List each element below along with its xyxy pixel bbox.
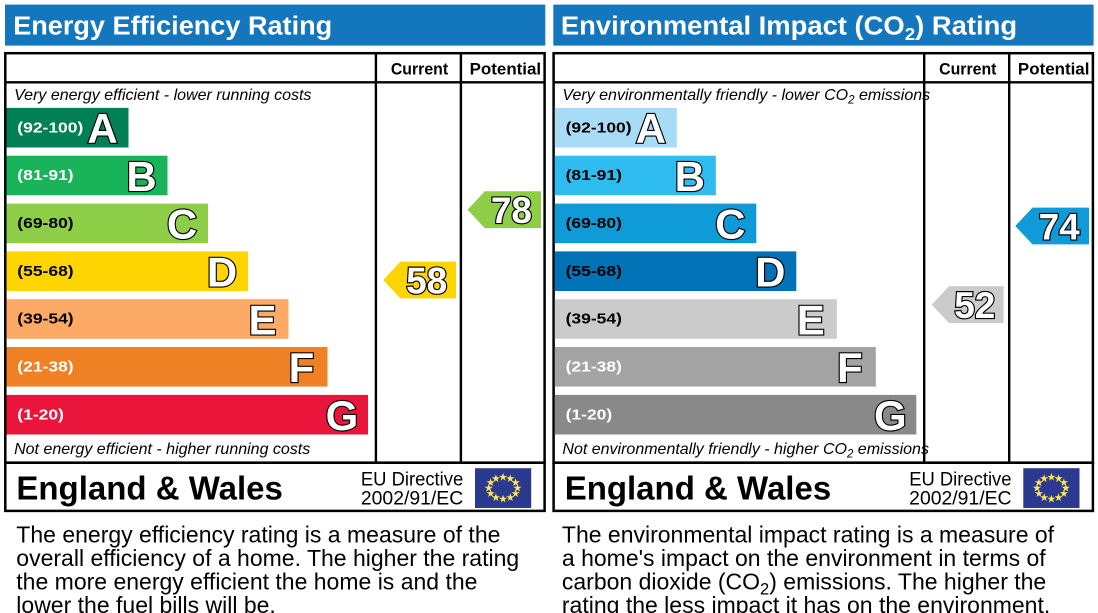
svg-text:rating the less impact it has: rating the less impact it has on the env…: [562, 592, 1050, 613]
svg-text:carbon dioxide (CO2) emissions: carbon dioxide (CO2) emissions. The high…: [562, 568, 1046, 598]
svg-text:The environmental impact ratin: The environmental impact rating is a mea…: [562, 521, 1055, 547]
svg-text:(81-91): (81-91): [566, 167, 622, 184]
svg-text:78: 78: [491, 190, 532, 231]
svg-text:(21-38): (21-38): [566, 359, 622, 376]
svg-text:G: G: [874, 392, 907, 439]
svg-text:overall efficiency of a home.: overall efficiency of a home. The higher…: [16, 545, 519, 571]
svg-text:Potential: Potential: [1018, 60, 1090, 78]
svg-text:Very environmentally friendly: Very environmentally friendly - lower CO…: [562, 87, 930, 107]
svg-text:Potential: Potential: [470, 60, 542, 78]
svg-text:F: F: [837, 344, 863, 391]
svg-text:England & Wales: England & Wales: [16, 469, 282, 506]
svg-text:EU Directive: EU Directive: [361, 469, 463, 490]
svg-text:Current: Current: [391, 60, 449, 78]
svg-text:(81-91): (81-91): [17, 167, 73, 184]
svg-text:C: C: [167, 201, 197, 248]
svg-text:A: A: [636, 105, 666, 152]
svg-text:E: E: [248, 296, 276, 343]
svg-text:(55-68): (55-68): [17, 263, 73, 280]
svg-text:E: E: [797, 296, 825, 343]
svg-text:(1-20): (1-20): [17, 406, 64, 423]
svg-text:England & Wales: England & Wales: [565, 469, 831, 506]
svg-text:(69-80): (69-80): [17, 215, 73, 232]
svg-text:B: B: [126, 153, 156, 200]
svg-text:(39-54): (39-54): [566, 311, 622, 328]
svg-text:D: D: [755, 249, 785, 296]
svg-text:Energy Efficiency Rating: Energy Efficiency Rating: [13, 11, 332, 40]
svg-text:(1-20): (1-20): [566, 406, 613, 423]
svg-text:A: A: [87, 105, 117, 152]
svg-text:EU Directive: EU Directive: [909, 469, 1011, 490]
svg-text:52: 52: [954, 285, 995, 326]
svg-text:C: C: [715, 201, 745, 248]
svg-text:The energy efficiency rating i: The energy efficiency rating is a measur…: [16, 521, 500, 547]
svg-text:2002/91/EC: 2002/91/EC: [361, 488, 463, 509]
svg-text:Very energy efficient - lower: Very energy efficient - lower running co…: [14, 87, 311, 104]
svg-text:Environmental Impact (CO2) Rat: Environmental Impact (CO2) Rating: [561, 12, 1017, 44]
svg-text:58: 58: [406, 260, 447, 301]
svg-text:B: B: [675, 153, 705, 200]
svg-text:(92-100): (92-100): [17, 119, 83, 136]
svg-text:D: D: [207, 249, 237, 296]
svg-text:(69-80): (69-80): [566, 215, 622, 232]
svg-text:lower the fuel bills will be.: lower the fuel bills will be.: [16, 592, 276, 613]
svg-text:a home's impact on the environ: a home's impact on the environment in te…: [562, 545, 1046, 571]
svg-text:Not energy efficient - higher: Not energy efficient - higher running co…: [14, 441, 310, 458]
svg-text:Current: Current: [939, 60, 997, 78]
svg-text:the more energy efficient the: the more energy efficient the home is an…: [16, 568, 477, 594]
svg-text:(92-100): (92-100): [566, 119, 632, 136]
svg-text:G: G: [326, 392, 359, 439]
svg-text:2002/91/EC: 2002/91/EC: [909, 488, 1011, 509]
svg-text:(55-68): (55-68): [566, 263, 622, 280]
svg-text:Not environmentally friendly -: Not environmentally friendly - higher CO…: [562, 441, 929, 461]
svg-text:(39-54): (39-54): [17, 311, 73, 328]
svg-text:74: 74: [1039, 206, 1081, 247]
svg-text:F: F: [289, 344, 315, 391]
svg-text:(21-38): (21-38): [17, 359, 73, 376]
